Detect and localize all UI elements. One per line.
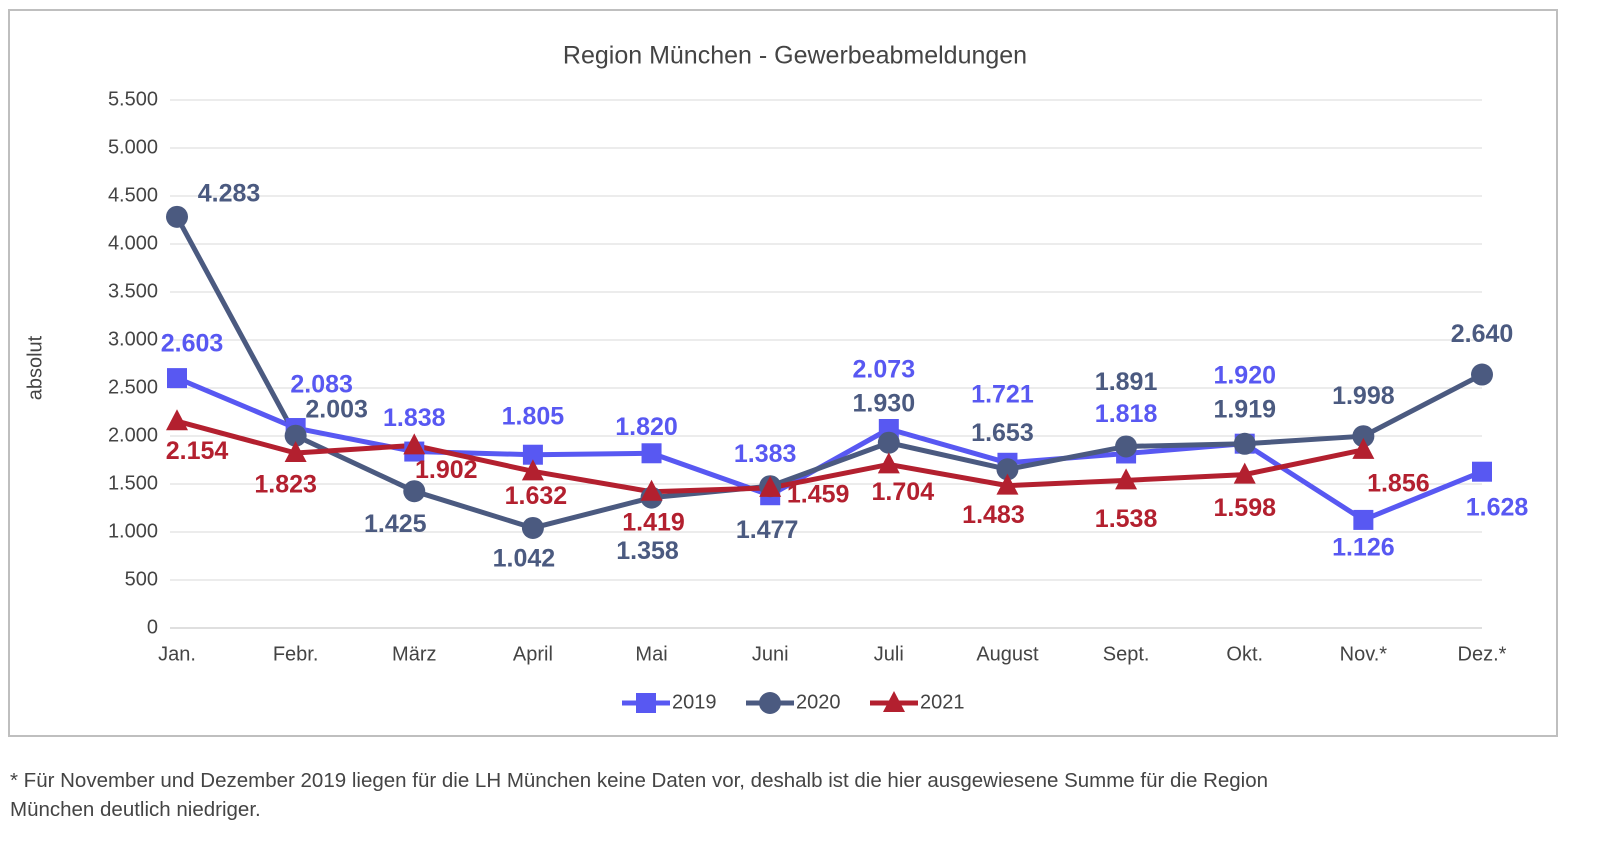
data-label: 1.891 [1095,368,1158,396]
data-label: 1.477 [736,516,799,544]
data-label: 1.920 [1213,361,1276,389]
marker [166,409,188,431]
marker [640,479,663,501]
x-tick-label: Febr. [273,643,319,665]
x-tick-label: August [976,643,1039,665]
y-tick-label: 0 [147,616,158,638]
marker [1352,437,1375,459]
marker [166,205,188,228]
data-label: 1.902 [415,456,478,484]
marker [284,440,307,462]
data-label: 1.919 [1213,395,1276,423]
marker [522,444,543,465]
x-tick-label: Juli [874,643,904,665]
data-label: 1.818 [1095,400,1158,428]
marker [877,431,900,454]
data-label: 1.653 [971,419,1034,447]
legend-label: 2021 [920,691,965,713]
data-label: 1.820 [615,413,678,441]
y-tick-label: 3.000 [108,328,158,350]
data-label: 1.425 [364,510,427,538]
marker [1471,363,1493,386]
y-tick-label: 4.000 [108,232,158,254]
y-tick-label: 1.500 [108,472,158,494]
data-label: 2.603 [161,330,224,358]
marker [167,368,187,389]
y-tick-label: 2.500 [108,376,158,398]
x-tick-label: April [513,643,553,665]
data-label: 1.419 [622,508,685,536]
data-label: 2.083 [290,371,353,399]
marker [1352,425,1375,448]
series-line [174,215,1484,531]
data-label: 2.003 [305,395,368,423]
marker [1233,462,1256,484]
marker [521,459,544,481]
data-label: 1.483 [962,501,1025,529]
y-tick-label: 4.500 [108,184,158,206]
chart-border [8,9,1558,737]
marker [877,452,900,474]
marker [1115,468,1138,490]
data-label: 1.459 [787,481,850,509]
data-label: 1.998 [1332,382,1395,410]
data-label: 1.358 [616,537,679,565]
x-tick-label: Sept. [1103,643,1150,665]
footnote: * Für November und Dezember 2019 liegen … [10,769,1269,821]
y-tick-label: 1.000 [108,520,158,542]
legend-marker [759,692,781,714]
legend-marker [636,693,656,713]
x-tick-label: Okt. [1226,643,1263,665]
x-tick-label: Juni [752,643,789,665]
marker [759,475,782,497]
chart-title: Region München - Gewerbeabmeldungen [563,42,1027,70]
marker [403,480,426,503]
data-label: 1.632 [505,482,568,510]
data-label: 1.930 [853,389,916,417]
data-label: 1.856 [1367,469,1430,497]
y-tick-label: 5.500 [108,88,158,110]
data-label: 1.704 [872,478,935,506]
marker [284,424,307,447]
y-tick-label: 500 [125,568,158,590]
marker [996,458,1019,481]
data-label: 1.126 [1332,534,1395,562]
data-label: 1.838 [383,404,446,432]
x-tick-label: Nov.* [1340,643,1388,665]
legend-marker [883,691,905,712]
data-label: 2.154 [166,437,229,465]
marker [1472,461,1492,482]
y-tick-label: 2.000 [108,424,158,446]
data-label: 1.042 [493,545,556,573]
data-label: 1.538 [1095,505,1158,533]
y-tick-label: 5.000 [108,136,158,158]
x-tick-label: Mai [635,643,667,665]
chart: Region München - Gewerbeabmeldungen abso… [8,9,1558,737]
marker [996,473,1019,495]
marker [1233,432,1256,455]
data-label: 1.628 [1466,493,1529,521]
x-tick-label: Jan. [158,643,196,665]
data-label: 1.823 [254,471,317,499]
marker [403,433,426,455]
y-axis-label: absolut [24,335,46,400]
data-label: 1.721 [971,380,1034,408]
marker [521,516,544,539]
data-label: 1.805 [502,402,565,430]
data-label: 4.283 [198,179,261,207]
y-tick-label: 3.500 [108,280,158,302]
legend-label: 2019 [672,691,717,713]
data-label: 2.640 [1451,320,1514,348]
marker [1353,509,1374,530]
x-tick-label: Dez.* [1458,643,1507,665]
x-tick-label: März [392,643,436,665]
data-label: 1.598 [1213,494,1276,522]
data-label: 2.073 [853,356,916,384]
marker [1115,435,1138,458]
legend-label: 2020 [796,691,841,713]
marker [641,443,662,464]
data-label: 1.383 [734,440,797,468]
